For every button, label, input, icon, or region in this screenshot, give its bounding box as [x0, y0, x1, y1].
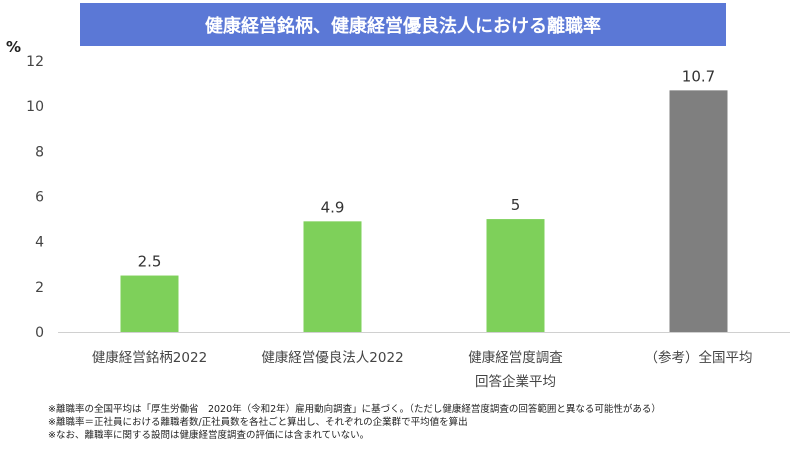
- bar: [669, 90, 728, 332]
- y-tick-label: 12: [26, 54, 44, 70]
- footnote: ※離職率の全国平均は「厚生労働省 2020年（令和2年）雇用動向調査」に基づく。…: [48, 404, 661, 415]
- x-tick-label: 健康経営優良法人2022: [261, 349, 403, 366]
- data-label: 4.9: [321, 198, 345, 216]
- data-label: 5: [511, 196, 521, 214]
- bar: [120, 275, 179, 332]
- chart-title: 健康経営銘柄、健康経営優良法人における離職率: [80, 3, 726, 46]
- footnote: ※なお、離職率に関する設問は健康経営度調査の評価には含まれていない。: [48, 430, 370, 441]
- y-tick-label: 2: [35, 280, 44, 296]
- x-tick-label: （参考）全国平均: [645, 349, 753, 366]
- data-label: 2.5: [138, 253, 162, 271]
- bar: [486, 219, 545, 332]
- y-tick-label: 8: [35, 144, 44, 160]
- x-tick-label: 健康経営銘柄2022: [92, 349, 207, 366]
- footnotes: ※離職率の全国平均は「厚生労働省 2020年（令和2年）雇用動向調査」に基づく。…: [48, 403, 661, 442]
- bar: [303, 221, 362, 332]
- y-tick-label: 10: [26, 99, 44, 115]
- y-tick-label: 4: [35, 235, 44, 251]
- y-tick-label: 6: [35, 190, 44, 206]
- y-axis-unit: %: [6, 38, 22, 56]
- y-tick-label: 0: [35, 325, 44, 341]
- x-tick-label: 健康経営度調査: [468, 349, 563, 366]
- x-tick-label: 回答企業平均: [475, 373, 556, 390]
- footnote: ※離職率＝正社員における離職者数/正社員数を各社ごと算出し、それぞれの企業群で平…: [48, 417, 468, 428]
- data-label: 10.7: [682, 67, 715, 85]
